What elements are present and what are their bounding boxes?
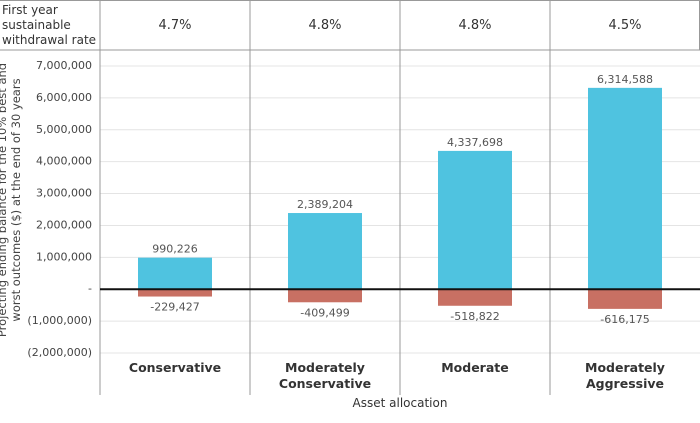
y-tick-label: -: [88, 282, 92, 295]
y-tick-label: 4,000,000: [36, 155, 92, 168]
bar: [288, 213, 362, 290]
value-label: 6,314,588: [597, 73, 653, 86]
rate-cell: 4.5%: [608, 17, 642, 33]
x-tick-label: Moderately Aggressive: [585, 360, 665, 391]
value-label: -409,499: [300, 306, 349, 319]
y-tick-label: 1,000,000: [36, 250, 92, 263]
y-tick-label: 6,000,000: [36, 91, 92, 104]
rate-cell: 4.8%: [458, 17, 492, 33]
x-tick-label: Conservative: [128, 360, 222, 375]
y-tick-label: (2,000,000): [27, 346, 92, 359]
value-label: -616,175: [600, 313, 649, 326]
value-label: -518,822: [450, 310, 499, 323]
y-axis-title: Projecting ending balance for the 10% be…: [0, 62, 23, 338]
value-label: 2,389,204: [297, 198, 353, 211]
y-tick-label: 7,000,000: [36, 59, 92, 72]
rate-cell: 4.7%: [158, 17, 192, 33]
x-tick-label: Moderately Conservative: [278, 360, 372, 391]
bar: [588, 87, 662, 290]
y-tick-label: (1,000,000): [27, 314, 92, 327]
x-axis-title: Asset allocation: [352, 396, 448, 410]
y-tick-label: 2,000,000: [36, 218, 92, 231]
y-tick-label: 3,000,000: [36, 187, 92, 200]
rate-cell: 4.8%: [308, 17, 342, 33]
bar: [438, 150, 512, 290]
y-tick-label: 5,000,000: [36, 123, 92, 136]
value-label: 990,226: [152, 243, 198, 256]
row-label: First year sustainable withdrawal rate: [2, 2, 97, 47]
bar: [588, 289, 662, 309]
value-label: -229,427: [150, 301, 199, 314]
x-tick-label: Moderate: [441, 360, 509, 375]
value-label: 4,337,698: [447, 136, 503, 149]
bar: [138, 289, 212, 297]
bar: [288, 289, 362, 303]
bar: [438, 289, 512, 306]
bar: [138, 257, 212, 290]
